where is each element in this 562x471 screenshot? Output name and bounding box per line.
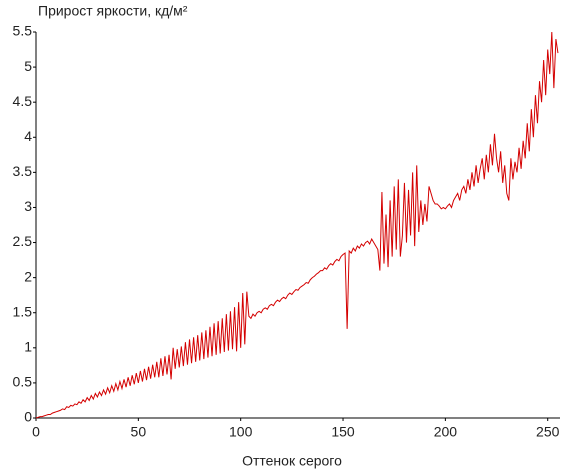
y-tick-label: 2.5 — [13, 233, 33, 249]
y-tick-label: 3.5 — [13, 163, 33, 179]
chart-title: Прирост яркости, кд/м² — [38, 3, 188, 19]
x-tick-label: 100 — [229, 424, 253, 440]
y-tick-label: 0.5 — [13, 374, 33, 390]
x-tick-label: 150 — [331, 424, 355, 440]
y-tick-label: 1.5 — [13, 303, 33, 319]
y-tick-label: 4.5 — [13, 93, 33, 109]
x-tick-label: 0 — [32, 424, 40, 440]
x-tick-label: 200 — [434, 424, 458, 440]
y-tick-label: 1 — [24, 339, 32, 355]
x-tick-label: 250 — [536, 424, 560, 440]
y-tick-label: 5 — [24, 58, 32, 74]
y-tick-label: 4 — [24, 128, 32, 144]
y-tick-label: 3 — [24, 198, 32, 214]
y-tick-label: 5.5 — [13, 23, 33, 39]
x-axis-label: Оттенок серого — [242, 453, 342, 469]
y-tick-label: 0 — [24, 409, 32, 425]
x-tick-label: 50 — [131, 424, 147, 440]
data-line — [35, 31, 559, 419]
y-tick-label: 2 — [24, 268, 32, 284]
